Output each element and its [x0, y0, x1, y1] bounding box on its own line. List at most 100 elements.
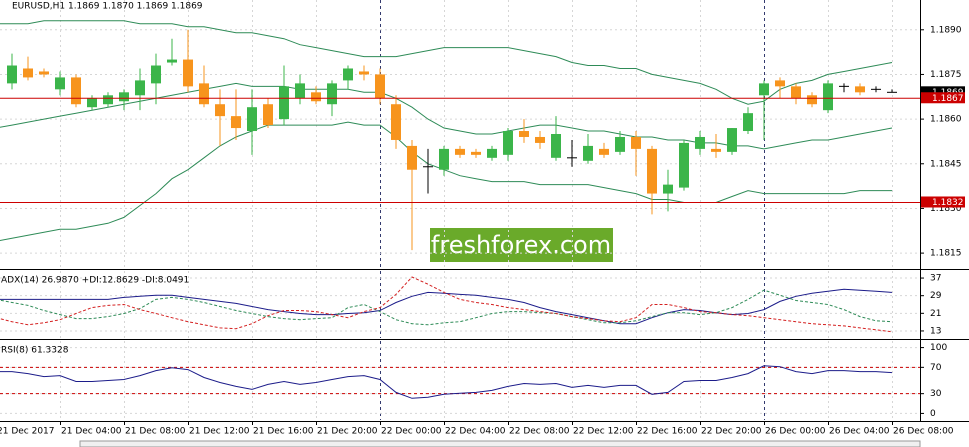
- candle-body: [23, 68, 33, 78]
- candle-body: [503, 131, 513, 155]
- candle-body: [407, 145, 417, 170]
- y-tick-label: 1.1875: [930, 70, 962, 80]
- x-tick-label: 21 Dec 2017: [0, 427, 55, 437]
- candle-body: [455, 148, 465, 155]
- y-tick-label: 1.1830: [930, 204, 962, 214]
- x-tick-label: 22 Dec 16:00: [637, 427, 698, 437]
- y-tick-label: 0: [930, 409, 936, 419]
- y-tick-label: 1.1860: [930, 115, 962, 125]
- candle-body: [823, 83, 833, 111]
- candle-body: [39, 71, 49, 75]
- price-label-box: [921, 86, 965, 98]
- y-tick-label: 30: [930, 389, 942, 399]
- x-tick-label: 22 Dec 04:00: [445, 427, 506, 437]
- y-tick-label: 100: [930, 343, 947, 353]
- candle-body: [167, 59, 177, 63]
- candle-body: [343, 68, 353, 81]
- watermark: freshforex.com: [430, 228, 613, 262]
- x-tick-label: 26 Dec 08:00: [893, 427, 954, 437]
- candle-body: [375, 74, 385, 99]
- candle-body: [247, 107, 257, 132]
- candle-body: [71, 77, 81, 105]
- candle-body: [7, 65, 17, 84]
- candle-body: [55, 77, 65, 90]
- candle-body: [135, 80, 145, 96]
- x-tick-label: 22 Dec 08:00: [509, 427, 570, 437]
- x-tick-label: 22 Dec 20:00: [701, 427, 762, 437]
- indicator-line: [0, 288, 893, 325]
- candle-body: [695, 136, 705, 149]
- panel-title: RSI(8) 61.3328: [1, 346, 69, 356]
- indicator-line: [0, 289, 893, 326]
- watermark-box: [430, 228, 613, 262]
- candle-body: [151, 65, 161, 84]
- candle-body: [439, 148, 449, 170]
- candle-body: [183, 59, 193, 87]
- x-tick-label: 22 Dec 12:00: [573, 427, 634, 437]
- candle-body: [535, 136, 545, 143]
- candle-body: [647, 148, 657, 194]
- candle-body: [103, 95, 113, 105]
- candle-body: [631, 136, 641, 149]
- y-tick-label: 29: [930, 291, 942, 301]
- candle-body: [327, 83, 337, 105]
- level-label: 1.1867: [932, 94, 964, 104]
- y-tick-label: 21: [930, 309, 941, 319]
- candle-body: [215, 104, 225, 117]
- x-tick-label: 22 Dec 00:00: [381, 427, 442, 437]
- candle-body: [711, 148, 721, 152]
- candle-body: [311, 92, 321, 102]
- x-tick-label: 21 Dec 16:00: [253, 427, 314, 437]
- candle-body: [855, 86, 865, 93]
- x-tick-label: 26 Dec 00:00: [765, 427, 826, 437]
- candle-body: [263, 104, 273, 126]
- y-tick-label: 70: [930, 363, 942, 373]
- candle-body: [791, 86, 801, 99]
- candle-body: [759, 83, 769, 96]
- candle-body: [807, 95, 817, 105]
- panel-title: EURUSD,H1 1.1869 1.1870 1.1869 1.1869: [12, 2, 203, 12]
- candle-body: [279, 86, 289, 120]
- candle-body: [663, 184, 673, 194]
- scrollbar: [79, 440, 921, 447]
- level-label: 1.1832: [932, 198, 964, 208]
- y-tick-label: 1.1890: [930, 25, 962, 35]
- candle-body: [391, 104, 401, 140]
- y-tick-label: 13: [930, 326, 941, 336]
- indicator-line: [0, 276, 893, 333]
- x-tick-label: 21 Dec 20:00: [317, 427, 378, 437]
- candle-body: [775, 80, 785, 87]
- candle-body: [119, 92, 129, 102]
- candle-body: [679, 142, 689, 188]
- level-label-box: [921, 92, 965, 104]
- level-label-box: [921, 196, 965, 208]
- indicator-line: [0, 365, 893, 399]
- panel-title: ADX(14) 26.9870 +DI:12.8629 -DI:8.0491: [1, 276, 189, 286]
- y-tick-label: 37: [930, 274, 941, 284]
- candle-body: [231, 116, 241, 129]
- candle-body: [727, 128, 737, 152]
- candle-body: [199, 83, 209, 105]
- watermark-text: freshforex.com: [431, 231, 611, 259]
- x-tick-label: 21 Dec 08:00: [125, 427, 186, 437]
- candle-body: [87, 98, 97, 108]
- candle-body: [743, 113, 753, 132]
- band-line: [0, 82, 893, 150]
- x-tick-label: 21 Dec 04:00: [61, 427, 122, 437]
- band-line: [0, 20, 893, 105]
- x-tick-label: 21 Dec 12:00: [189, 427, 250, 437]
- candle-body: [519, 131, 529, 137]
- candle-body: [471, 151, 481, 155]
- candle-body: [615, 136, 625, 152]
- candle-body: [295, 83, 305, 99]
- y-tick-label: 1.1815: [930, 249, 962, 259]
- x-tick-label: 26 Dec 04:00: [829, 427, 890, 437]
- y-tick-label: 1.1845: [930, 159, 962, 169]
- candle-body: [551, 134, 561, 158]
- candle-body: [487, 148, 497, 158]
- candle-body: [599, 148, 609, 155]
- candle-body: [359, 71, 369, 75]
- candle-body: [583, 145, 593, 161]
